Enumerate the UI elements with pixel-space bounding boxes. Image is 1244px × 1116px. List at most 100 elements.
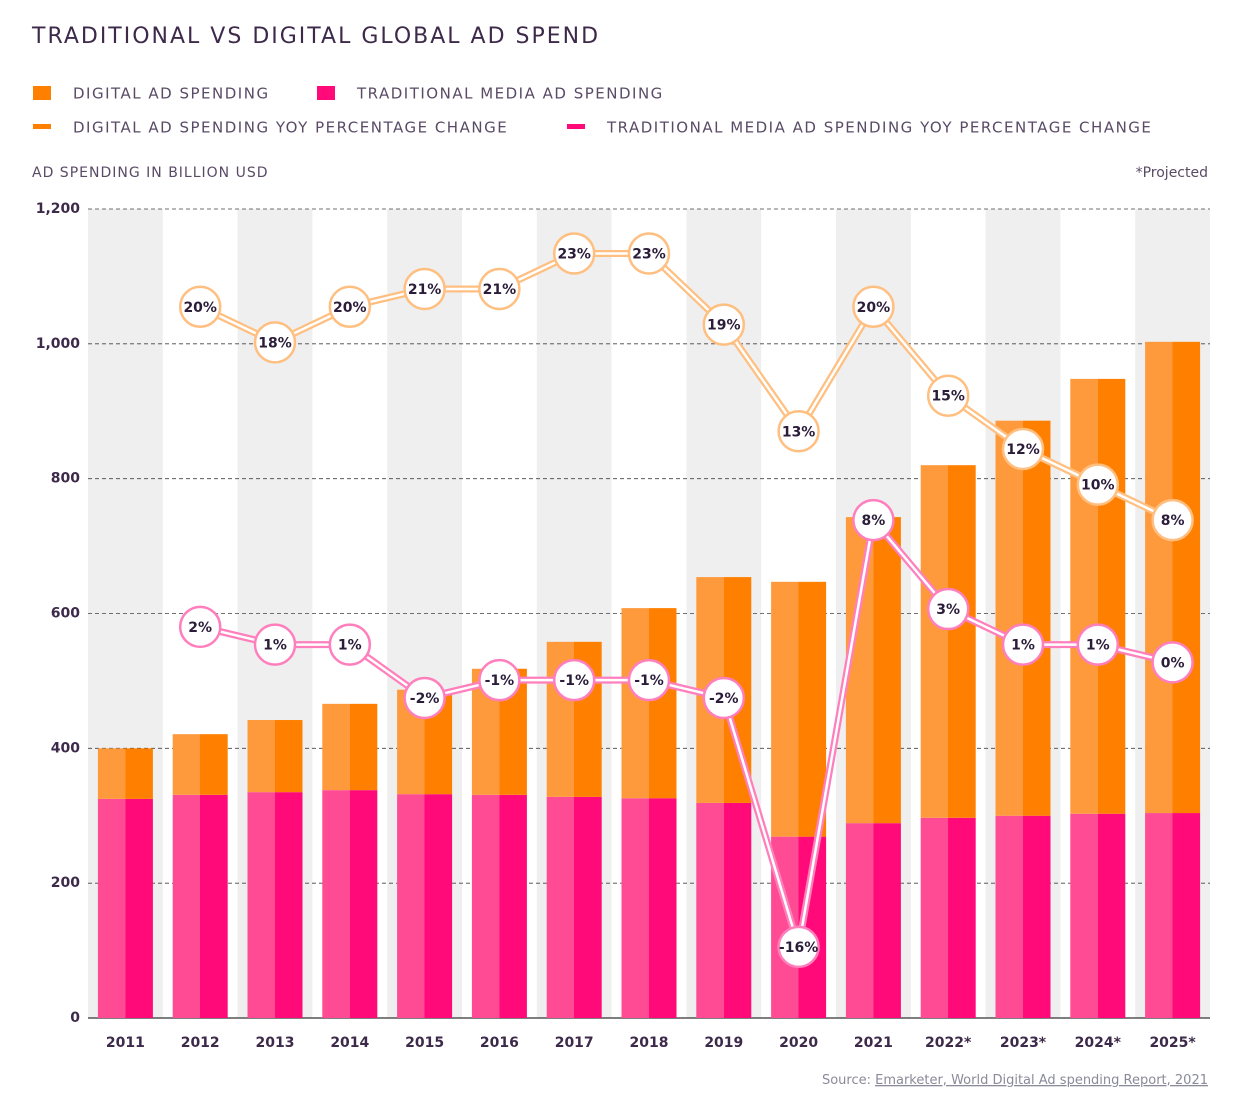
point (253, 623, 297, 666)
data-label: -2% (709, 691, 739, 707)
y-tick-label: 200 (51, 875, 80, 891)
data-label: 1% (1086, 638, 1110, 654)
data-label: 20% (857, 300, 891, 316)
chart-title: TRADITIONAL VS DIGITAL GLOBAL AD SPEND (31, 24, 600, 49)
data-label: 8% (1161, 513, 1185, 529)
data-label: 13% (782, 424, 816, 440)
point (178, 285, 222, 329)
x-tick-label: 2020 (779, 1035, 818, 1051)
bar (696, 802, 752, 1018)
bar (995, 815, 1051, 1018)
x-tick-label: 2012 (181, 1035, 220, 1051)
data-label: 12% (1006, 442, 1040, 458)
x-tick-label: 2013 (256, 1035, 295, 1051)
bar (771, 581, 827, 837)
bar (995, 420, 1051, 816)
x-tick-label: 2023* (1000, 1035, 1047, 1051)
point (852, 498, 895, 542)
bar (845, 517, 901, 824)
data-label: 21% (483, 282, 517, 298)
data-label: 1% (338, 638, 362, 654)
data-label: -16% (779, 940, 818, 956)
point (253, 321, 297, 364)
y-tick-label: 1,000 (36, 336, 81, 352)
point (926, 374, 970, 417)
data-label: 0% (1161, 655, 1185, 671)
data-label: 8% (862, 513, 886, 529)
point (328, 285, 372, 329)
data-label: -1% (559, 673, 589, 689)
point (702, 303, 746, 346)
x-tick-label: 2022* (925, 1035, 972, 1051)
point (403, 676, 446, 720)
data-label: -1% (634, 673, 664, 689)
data-label: -2% (410, 691, 440, 707)
point (328, 623, 372, 666)
data-label: 23% (632, 246, 666, 262)
point (1076, 623, 1120, 666)
x-tick-label: 2025* (1149, 1035, 1196, 1051)
legend-swatch (567, 124, 585, 129)
source: Source: Emarketer, World Digital Ad spen… (822, 1073, 1208, 1088)
data-label: 10% (1081, 478, 1115, 494)
legend-swatch (317, 86, 335, 100)
source-link[interactable]: Emarketer, World Digital Ad spending Rep… (875, 1073, 1208, 1088)
x-tick-label: 2021 (854, 1035, 893, 1051)
bar (172, 734, 228, 795)
y-tick-label: 0 (70, 1010, 80, 1026)
bar (621, 608, 677, 799)
point (178, 605, 222, 649)
point (777, 925, 820, 969)
point (1001, 623, 1045, 666)
legend-label: TRADITIONAL MEDIA AD SPENDING (356, 85, 664, 103)
point (777, 410, 820, 453)
bar (322, 703, 378, 791)
point (852, 285, 895, 329)
point (1001, 427, 1045, 471)
point (627, 232, 671, 275)
point (702, 676, 746, 720)
y-tick-label: 400 (51, 740, 80, 756)
source-prefix: Source: (822, 1073, 871, 1088)
bar (97, 748, 153, 799)
bar (1145, 813, 1201, 1018)
bar (1145, 341, 1201, 814)
bar (920, 465, 976, 818)
data-label: 1% (1011, 638, 1035, 654)
bar (172, 794, 228, 1018)
data-label: 20% (333, 300, 367, 316)
legend-label: DIGITAL AD SPENDING (73, 85, 270, 103)
point (478, 658, 521, 702)
x-tick-label: 2011 (106, 1035, 145, 1051)
data-label: 2% (188, 620, 212, 636)
bar (1070, 813, 1126, 1018)
legend-swatch (33, 86, 51, 100)
y-axis-label: AD SPENDING IN BILLION USD (32, 165, 269, 181)
legend-label: DIGITAL AD SPENDING YOY PERCENTAGE CHANG… (73, 119, 508, 137)
x-tick-label: 2024* (1075, 1035, 1122, 1051)
y-tick-label: 600 (51, 606, 80, 622)
point (552, 232, 596, 275)
data-label: 19% (707, 318, 741, 334)
data-label: 1% (263, 638, 287, 654)
x-tick-label: 2014 (330, 1035, 369, 1051)
bar (920, 817, 976, 1018)
point (478, 267, 521, 311)
point (627, 658, 671, 702)
data-label: 15% (931, 389, 965, 405)
bar (97, 798, 153, 1018)
point (403, 267, 446, 311)
data-label: 20% (183, 300, 217, 316)
point (1076, 463, 1120, 506)
bar (1070, 378, 1126, 814)
bar (546, 796, 602, 1018)
data-label: 23% (557, 246, 591, 262)
y-tick-label: 800 (51, 471, 80, 487)
x-tick-label: 2018 (630, 1035, 669, 1051)
point (1151, 641, 1194, 684)
data-label: 21% (408, 282, 442, 298)
bar (621, 798, 677, 1018)
legend-label: TRADITIONAL MEDIA AD SPENDING YOY PERCEN… (606, 119, 1152, 137)
bar (322, 790, 378, 1018)
